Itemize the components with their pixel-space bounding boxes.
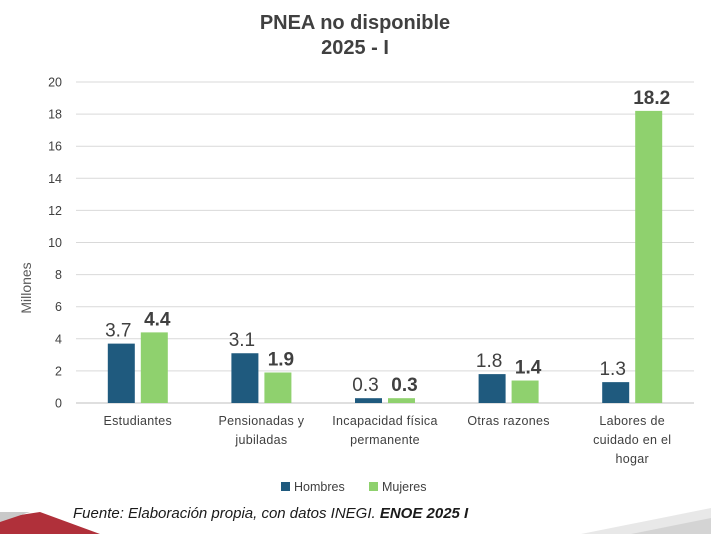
bar-mujeres	[140, 332, 168, 403]
bar-hombres	[478, 374, 506, 403]
legend: Hombres Mujeres	[281, 480, 426, 494]
y-tick-label: 14	[48, 172, 62, 186]
category-label: Incapacidad física	[332, 414, 437, 428]
gridlines	[76, 81, 694, 404]
bar-hombres	[231, 353, 259, 403]
category-label: Labores de	[599, 414, 665, 428]
y-tick-label: 12	[48, 204, 62, 218]
data-label-hombres: 1.8	[476, 351, 502, 372]
category-label: Otras razones	[467, 414, 549, 428]
footer-stripe-right	[581, 508, 711, 534]
y-tick-label: 2	[55, 364, 62, 378]
bar-mujeres	[635, 110, 663, 403]
y-tick-label: 8	[55, 268, 62, 282]
bars	[107, 110, 663, 403]
data-label-mujeres: 1.9	[268, 350, 294, 371]
data-labels: 3.7 4.4 3.1 1.9 0.3 0.3 1.8 1.4 1.3 18.2	[105, 88, 670, 396]
y-tick-label: 0	[55, 397, 62, 411]
bar-mujeres	[388, 398, 415, 403]
y-tick-label: 16	[48, 140, 62, 154]
legend-label-hombres: Hombres	[294, 480, 345, 494]
category-labels: Estudiantes Pensionadas y jubiladas Incapac…	[103, 414, 671, 466]
legend-swatch-hombres	[281, 482, 290, 491]
source-note: Fuente: Elaboración propia, con datos IN…	[73, 505, 468, 522]
data-label-hombres: 3.7	[105, 321, 131, 342]
category-label: Estudiantes	[103, 414, 172, 428]
bar-mujeres	[264, 372, 292, 403]
legend-swatch-mujeres	[369, 482, 378, 491]
chart-title-line-2: 2025 - I	[321, 37, 389, 59]
y-axis-ticks: 0 2 4 6 8 10 12 14 16 18 20	[48, 76, 62, 411]
data-label-hombres: 0.3	[352, 375, 378, 396]
bar-hombres	[355, 398, 382, 403]
y-tick-label: 4	[55, 332, 62, 346]
y-tick-label: 10	[48, 236, 62, 250]
data-label-mujeres: 18.2	[633, 88, 670, 109]
category-label: cuidado en el	[593, 433, 671, 447]
footer-stripe-left	[0, 512, 100, 534]
data-label-mujeres: 4.4	[144, 309, 171, 330]
y-tick-label: 18	[48, 108, 62, 122]
y-axis-label: Millones	[18, 262, 34, 313]
category-label: Pensionadas y	[218, 414, 304, 428]
chart-title-line-1: PNEA no disponible	[260, 12, 450, 34]
source-prefix: Fuente: Elaboración propia, con datos IN…	[73, 505, 380, 522]
category-label: hogar	[615, 452, 648, 466]
category-label: jubiladas	[234, 433, 287, 447]
category-label: permanente	[350, 433, 420, 447]
legend-label-mujeres: Mujeres	[382, 480, 426, 494]
bar-hombres	[602, 382, 630, 403]
y-tick-label: 6	[55, 300, 62, 314]
data-label-hombres: 3.1	[229, 330, 255, 351]
data-label-mujeres: 0.3	[391, 375, 417, 396]
y-tick-label: 20	[48, 76, 62, 90]
data-label-hombres: 1.3	[599, 359, 625, 380]
source-bold: ENOE 2025 I	[379, 505, 469, 522]
data-label-mujeres: 1.4	[515, 358, 542, 379]
bar-mujeres	[511, 380, 539, 403]
bar-hombres	[107, 343, 135, 403]
